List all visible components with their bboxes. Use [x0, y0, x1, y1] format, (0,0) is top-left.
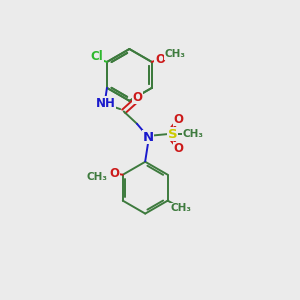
Text: N: N: [142, 130, 154, 143]
Text: O: O: [109, 167, 119, 180]
Text: O: O: [174, 113, 184, 126]
Text: S: S: [167, 128, 177, 141]
Text: O: O: [133, 91, 143, 104]
Text: NH: NH: [95, 97, 116, 110]
Text: CH₃: CH₃: [182, 129, 203, 139]
Text: Cl: Cl: [90, 50, 103, 63]
Text: CH₃: CH₃: [170, 203, 191, 213]
Text: CH₃: CH₃: [87, 172, 108, 182]
Text: O: O: [155, 52, 165, 65]
Text: CH₃: CH₃: [165, 49, 186, 59]
Text: O: O: [174, 142, 184, 155]
